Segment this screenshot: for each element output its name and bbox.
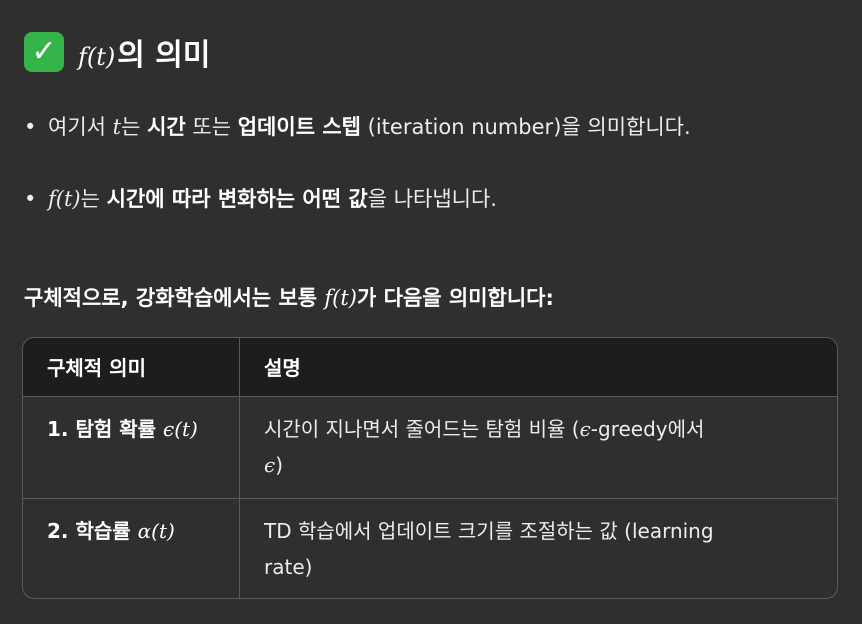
column-header: 설명 [264,356,301,381]
bullet-list: 여기서 t는 시간 또는 업데이트 스텝 (iteration number)을… [24,112,854,214]
table-cell-meaning: 1. 탐험 확률 ϵ(t) [23,396,240,498]
table-row: 1. 탐험 확률 ϵ(t) 시간이 지나면서 줄어드는 탐험 비율 (ϵ-gre… [23,396,837,498]
math-ft: f(t) [324,286,357,310]
bullet-item-2: f(t)는 시간에 따라 변화하는 어떤 값을 나타냅니다. [24,184,854,214]
table-row: 2. 학습률 α(t) TD 학습에서 업데이트 크기를 조절하는 값 (lea… [23,498,837,598]
heading-math: f(t) [78,43,116,71]
table-cell-description: 시간이 지나면서 줄어드는 탐험 비율 (ϵ-greedy에서 ϵ) [264,416,705,477]
heading-text: 의 의미 [117,38,211,73]
math-t: t [112,115,122,139]
table-cell-meaning: 2. 학습률 α(t) [23,498,240,598]
table-cell-description: TD 학습에서 업데이트 크기를 조절하는 값 (learning rate) [264,518,714,579]
subheading: 구체적으로, 강화학습에서는 보통 f(t)가 다음을 의미합니다: [24,286,554,310]
table-header-row: 구체적 의미 설명 [23,338,837,396]
bullet-item-1: 여기서 t는 시간 또는 업데이트 스텝 (iteration number)을… [24,112,854,142]
meaning-table: 구체적 의미 설명 1. 탐험 확률 ϵ(t) 시간이 지나면서 줄어드는 탐험… [22,337,838,599]
column-header: 구체적 의미 [23,338,240,396]
math-ft: f(t) [48,187,81,211]
section-heading: ✓ f(t)의 의미 [24,30,211,74]
check-mark-icon: ✓ [24,32,64,72]
